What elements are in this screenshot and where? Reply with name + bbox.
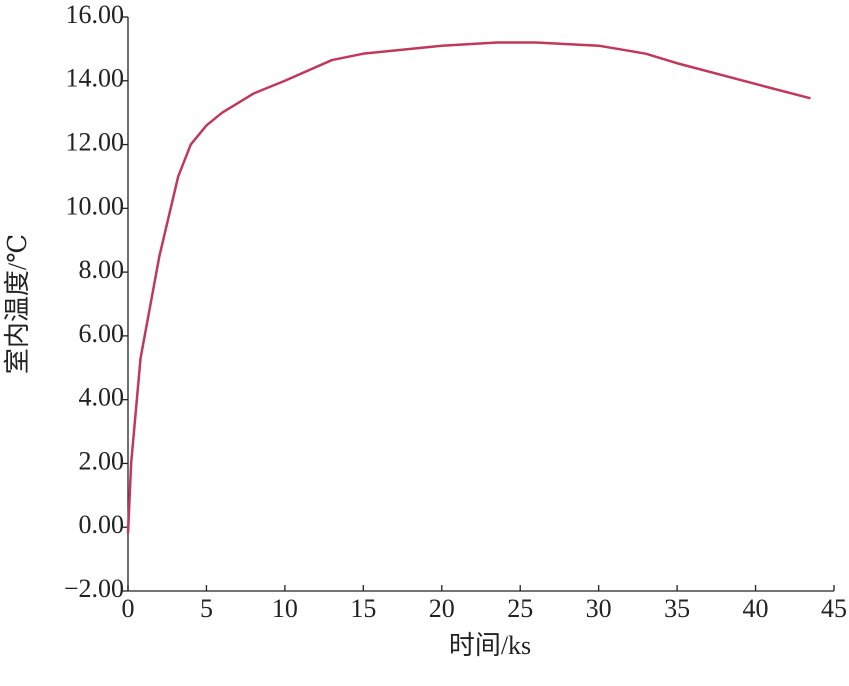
y-tick-label: 14.00	[66, 64, 125, 93]
x-tick-label: 10	[272, 594, 298, 623]
y-tick-label: 2.00	[79, 446, 125, 475]
x-tick-label: 5	[200, 594, 213, 623]
x-tick-label: 25	[507, 594, 533, 623]
x-tick-label: 35	[664, 594, 690, 623]
line-series	[126, 41, 811, 534]
x-tick-label: 0	[122, 594, 135, 623]
x-tick-label: 40	[743, 594, 769, 623]
y-tick-label: 16.00	[66, 0, 125, 29]
x-axis-label: 时间/ks	[449, 631, 531, 660]
y-tick-label: −2.00	[64, 574, 124, 603]
x-tick-label: 15	[350, 594, 376, 623]
y-tick-label: 6.00	[79, 319, 125, 348]
y-tick-label: 12.00	[66, 128, 125, 157]
x-tick-label: 30	[586, 594, 612, 623]
x-tick-label: 45	[821, 594, 847, 623]
y-tick-label: 4.00	[79, 383, 125, 412]
y-tick-label: 8.00	[79, 255, 125, 284]
x-tick-label: 20	[429, 594, 455, 623]
y-tick-label: 0.00	[79, 510, 125, 539]
y-axis-label: 室内温度/℃	[3, 234, 32, 374]
y-tick-label: 10.00	[66, 191, 125, 220]
